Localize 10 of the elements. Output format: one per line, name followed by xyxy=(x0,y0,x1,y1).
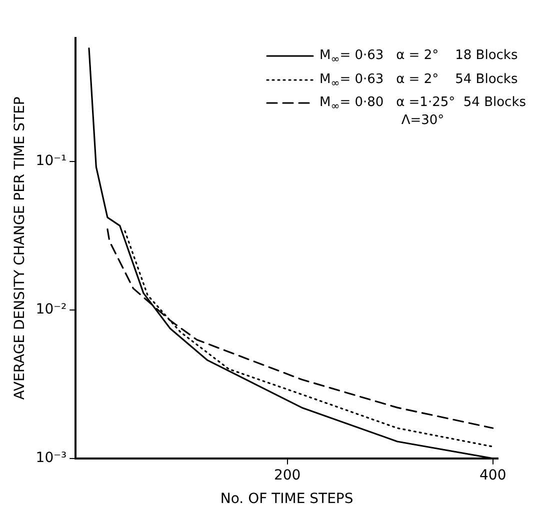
x-axis-title: No. OF TIME STEPS xyxy=(220,491,354,508)
x-tick-label: 400 xyxy=(479,467,506,484)
y-tick-label: 10⁻³ xyxy=(36,450,67,466)
legend-label: M$_{∞}$= 0·63 α = 2° 54 Blocks xyxy=(319,72,518,90)
y-axis-title: AVERAGE DENSITY CHANGE PER TIME STEP xyxy=(12,96,28,400)
y-tick-label: 10⁻² xyxy=(36,302,67,318)
legend-label: M$_{∞}$= 0·80 α =1·25° 54 Blocks Λ=30° xyxy=(319,95,526,128)
legend-label: M$_{∞}$= 0·63 α = 2° 18 Blocks xyxy=(319,48,518,66)
x-tick-label: 200 xyxy=(274,467,301,484)
y-tick-label: 10⁻¹ xyxy=(36,153,67,170)
